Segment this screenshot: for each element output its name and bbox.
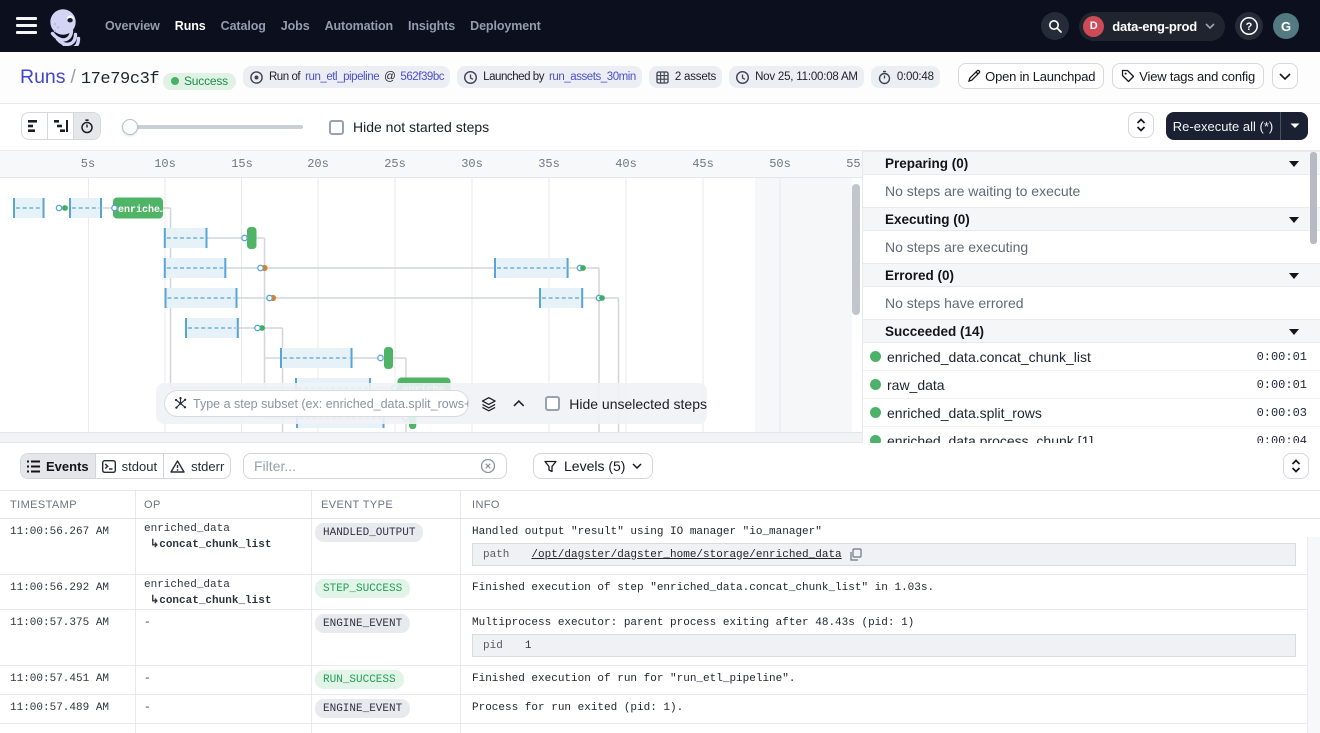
svg-text:enriche…: enriche… [118, 204, 166, 216]
svg-text:?: ? [1246, 21, 1253, 33]
